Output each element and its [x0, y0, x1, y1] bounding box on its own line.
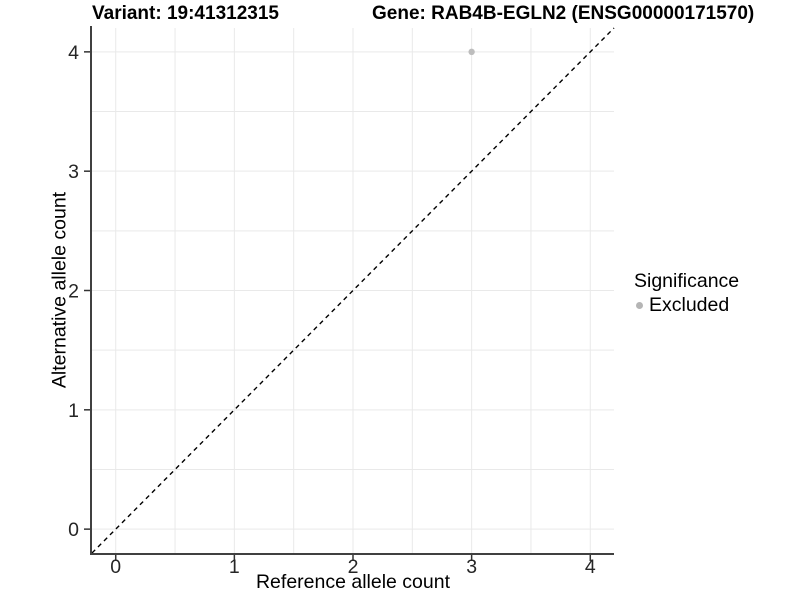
x-tick-label: 2: [348, 556, 359, 578]
x-tick-label: 3: [466, 556, 477, 578]
excluded-point-icon: [636, 301, 643, 309]
gridlines: [92, 28, 614, 553]
x-tick-label: 1: [229, 556, 240, 578]
y-tick-label: 3: [68, 161, 79, 183]
y-tick-label: 0: [68, 519, 79, 541]
data-point-excluded: [468, 48, 475, 56]
y-tick-label: 4: [68, 42, 79, 64]
x-tick-label: 0: [110, 556, 121, 578]
legend-title: Significance: [634, 270, 740, 292]
y-tick-label: 1: [68, 400, 79, 422]
identity-reference-line: [91, 27, 615, 554]
variant-title: Variant: 19:41312315: [92, 3, 279, 24]
y-axis-title: Alternative allele count: [48, 191, 71, 389]
x-axis-title: Reference allele count: [255, 571, 451, 593]
x-tick-label: 4: [585, 556, 596, 578]
y-tick-label: 2: [68, 281, 79, 303]
legend-item-excluded: Excluded: [634, 294, 739, 316]
legend: Significance Excluded: [634, 270, 739, 316]
gene-title: Gene: RAB4B-EGLN2 (ENSG00000171570): [372, 3, 755, 24]
legend-item-label: Excluded: [649, 294, 730, 316]
